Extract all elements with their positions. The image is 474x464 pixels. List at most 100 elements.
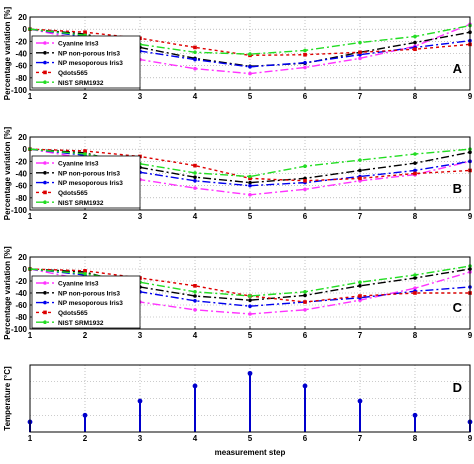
plot-frame [29, 136, 471, 211]
x-tick-label: 9 [468, 434, 473, 443]
y-tick-label: -100 [11, 86, 28, 95]
data-point [248, 176, 252, 181]
x-tick-label: 3 [138, 434, 143, 443]
data-point [413, 171, 417, 176]
legend-label: NIST SRM1932 [58, 200, 104, 207]
x-tick-label: 4 [193, 331, 198, 340]
legend-label: NP mesoporous Iris3 [58, 300, 123, 307]
data-point [83, 269, 87, 273]
y-tick-label: -40 [15, 289, 27, 298]
x-tick-label: 2 [83, 212, 88, 221]
x-tick-label: 3 [138, 212, 143, 221]
plot-frame [29, 364, 471, 433]
data-point [193, 308, 197, 312]
legend-box [31, 35, 141, 89]
data-point [358, 168, 362, 173]
x-tick-label: 3 [138, 92, 143, 101]
series-line [29, 268, 471, 301]
x-tick-label: 7 [358, 92, 363, 101]
panel-letter: B [453, 181, 462, 196]
y-tick-label: -60 [15, 182, 27, 191]
data-point [83, 30, 87, 35]
legend-swatch-marker [43, 300, 47, 305]
y-tick-label: -60 [15, 62, 27, 71]
legend-swatch-marker [43, 180, 47, 185]
x-tick-label: 1 [28, 92, 33, 101]
data-point [248, 65, 252, 69]
data-point [358, 50, 362, 55]
data-point [358, 284, 362, 288]
x-tick-label: 1 [28, 331, 33, 340]
y-tick-label: -100 [11, 325, 28, 334]
data-point [413, 161, 417, 165]
y-tick-label: -80 [15, 194, 27, 203]
legend-label: Cyanine Iris3 [58, 41, 99, 48]
data-point [303, 187, 307, 192]
data-point [248, 71, 252, 76]
x-tick-label: 9 [468, 212, 473, 221]
x-axis-label: measurement step [215, 448, 286, 457]
data-point [248, 298, 252, 303]
stem-point [412, 412, 418, 418]
y-axis-label: Percentage variation [%] [3, 6, 12, 100]
x-tick-label: 2 [83, 434, 88, 443]
x-tick-label: 8 [413, 331, 418, 340]
legend: Cyanine Iris3 NP non-porous Iris3 NP mesop… [31, 35, 141, 89]
legend-label: Cyanine Iris3 [58, 281, 99, 288]
x-tick-label: 7 [358, 212, 363, 221]
series-line [29, 148, 471, 184]
y-tick-label: 20 [18, 13, 27, 22]
y-tick-label: -40 [15, 170, 27, 179]
data-point [193, 284, 197, 288]
x-tick-label: 5 [248, 212, 253, 221]
legend-label: NP mesoporous Iris3 [58, 180, 123, 187]
y-tick-label: -60 [15, 301, 27, 310]
data-point [83, 149, 87, 153]
data-point [193, 66, 197, 71]
x-tick-label: 4 [193, 212, 198, 221]
data-point [193, 45, 197, 50]
legend-label: Qdots565 [58, 190, 88, 197]
data-point [193, 57, 197, 62]
panel-letter: C [453, 300, 463, 315]
y-axis-label: Percentage variation [%] [3, 126, 12, 220]
legend-swatch-marker [43, 200, 47, 204]
data-point [248, 312, 252, 316]
series-line [29, 268, 470, 303]
x-tick-label: 5 [248, 92, 253, 101]
y-axis-label: Temperature [°C] [3, 366, 12, 431]
y-axis-label: Percentage variation [%] [3, 246, 12, 340]
x-tick-label: 4 [193, 92, 198, 101]
y-tick-label: -80 [15, 74, 27, 83]
y-tick-label: 0 [23, 25, 28, 34]
stem-point [247, 370, 253, 376]
x-tick-label: 5 [248, 331, 253, 340]
series-line [29, 148, 471, 187]
data-point [248, 183, 252, 188]
x-tick-label: 6 [303, 331, 308, 340]
panel-d: 1 2 3 4 5 6 7 8 9 Temperature [°C] measurement ste… [3, 364, 473, 457]
legend-box [31, 155, 141, 209]
data-point [303, 293, 307, 298]
data-point [303, 290, 307, 294]
x-tick-label: 9 [468, 92, 473, 101]
x-tick-label: 3 [138, 331, 143, 340]
legend-swatch-marker [43, 161, 47, 165]
data-point [193, 186, 197, 190]
legend-label: NIST SRM1932 [58, 80, 104, 87]
series-line [29, 268, 471, 307]
stem-point [357, 398, 363, 404]
stem-point [137, 398, 143, 404]
x-tick-label: 2 [83, 331, 88, 340]
y-tick-label: -100 [11, 206, 28, 215]
data-point [358, 280, 362, 285]
legend-swatch-marker [43, 190, 47, 195]
data-point [193, 179, 197, 183]
data-point [358, 40, 362, 45]
stem-point [302, 383, 308, 389]
y-tick-label: -20 [15, 157, 27, 166]
data-point [358, 176, 362, 181]
legend-label: Qdots565 [58, 310, 88, 317]
